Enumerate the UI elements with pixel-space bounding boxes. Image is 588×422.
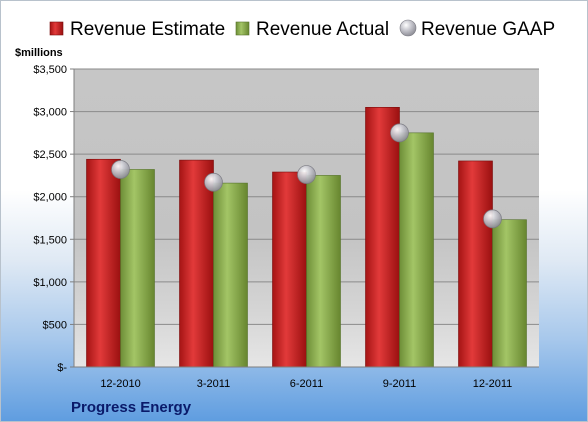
y-tick-label: $- — [57, 362, 67, 374]
legend-swatch-actual — [235, 21, 250, 36]
bar-revenue-actual — [399, 132, 434, 368]
company-name: Progress Energy — [71, 399, 192, 416]
y-tick-label: $500 — [43, 319, 67, 331]
y-unit-label: $millions — [15, 47, 63, 59]
y-tick-label: $2,000 — [33, 192, 67, 204]
y-tick-label: $3,500 — [33, 64, 67, 76]
bar-revenue-actual — [492, 219, 527, 368]
x-tick-label: 3-2011 — [197, 378, 230, 390]
bar-revenue-actual — [306, 175, 341, 368]
bars — [86, 107, 527, 368]
gaap-markers — [111, 123, 502, 229]
bar-revenue-estimate — [179, 159, 214, 368]
y-tick-label: $3,000 — [33, 107, 67, 119]
x-tick-label: 12-2011 — [473, 378, 513, 390]
bar-revenue-estimate — [458, 160, 493, 368]
y-tick-label: $2,500 — [33, 149, 67, 161]
x-tick-label: 12-2010 — [100, 378, 140, 390]
x-tick-label: 6-2011 — [290, 378, 323, 390]
y-tick-label: $1,000 — [33, 277, 67, 289]
legend-label-actual: Revenue Actual — [256, 19, 389, 40]
legend: Revenue Estimate Revenue Actual Revenue … — [49, 19, 555, 40]
marker-revenue-gaap — [483, 209, 502, 229]
marker-revenue-gaap — [390, 123, 409, 143]
bar-revenue-estimate — [365, 107, 400, 368]
legend-marker-gaap — [399, 19, 417, 37]
bar-revenue-actual — [213, 182, 248, 368]
marker-revenue-gaap — [204, 172, 223, 192]
x-tick-label: 9-2011 — [383, 378, 416, 390]
marker-revenue-gaap — [297, 165, 316, 184]
bar-revenue-actual — [120, 169, 155, 368]
marker-revenue-gaap — [111, 160, 130, 179]
x-axis-ticks: 12-2010 3-2011 6-2011 9-2011 12-2011 — [100, 378, 512, 390]
bar-revenue-estimate — [272, 171, 307, 368]
y-tick-label: $1,500 — [33, 234, 67, 246]
legend-label-gaap: Revenue GAAP — [421, 19, 555, 40]
y-axis-ticks: $- $500 $1,000 $1,500 $2,000 $2,500 $3,000 $3,5… — [33, 64, 75, 374]
legend-label-estimate: Revenue Estimate — [70, 19, 225, 40]
bar-revenue-estimate — [86, 158, 121, 368]
legend-swatch-estimate — [49, 21, 64, 36]
